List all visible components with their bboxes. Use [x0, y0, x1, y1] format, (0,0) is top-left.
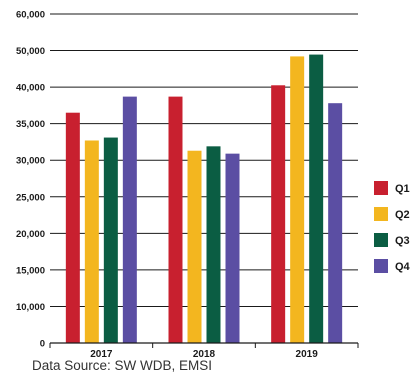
legend-label-q4: Q4 [395, 261, 411, 273]
bar-q3-2017 [103, 137, 118, 343]
legend-label-q2: Q2 [395, 209, 410, 221]
y-tick-label: 30,000 [16, 156, 45, 167]
x-tick-label: 2019 [296, 349, 319, 360]
bar-q4-2018 [225, 153, 240, 343]
bar-q2-2017 [84, 140, 99, 343]
data-source-note: Data Source: SW WDB, EMSI [32, 358, 213, 373]
legend-label-q1: Q1 [395, 183, 410, 195]
y-tick-label: 35,000 [16, 119, 45, 130]
bar-q1-2019 [271, 85, 286, 344]
x-tick-label: 2018 [193, 349, 216, 360]
y-tick-label: 0 [40, 339, 45, 350]
legend-label-q3: Q3 [395, 235, 410, 247]
bar-q2-2019 [290, 56, 305, 343]
y-tick-label: 50,000 [16, 46, 45, 57]
legend-swatch-q4 [374, 259, 388, 273]
bars [65, 54, 343, 344]
bar-q4-2017 [122, 96, 137, 343]
y-tick-label: 15,000 [16, 265, 45, 276]
y-axis-tick-labels: 0 10,000 15,000 20,000 25,000 30,000 35,000 40,… [16, 10, 45, 350]
legend-swatch-q3 [374, 233, 388, 247]
legend-swatch-q1 [374, 181, 388, 195]
gridlines [50, 13, 358, 307]
bar-q3-2019 [309, 54, 324, 344]
bar-q2-2018 [187, 150, 202, 343]
bar-q3-2018 [206, 146, 221, 343]
y-tick-label: 40,000 [16, 83, 45, 94]
legend-swatch-q2 [374, 207, 388, 221]
y-tick-label: 10,000 [16, 302, 45, 313]
bar-q4-2019 [328, 103, 343, 343]
x-tick-label: 2017 [90, 349, 113, 360]
y-tick-label: 25,000 [16, 192, 45, 203]
x-axis: 2017 2018 2019 [49, 342, 359, 360]
bar-q1-2017 [65, 112, 80, 343]
bar-q1-2018 [168, 96, 183, 343]
legend: Q1 Q2 Q3 Q4 [374, 181, 411, 273]
y-tick-label: 60,000 [16, 10, 45, 21]
y-tick-label: 20,000 [16, 229, 45, 240]
